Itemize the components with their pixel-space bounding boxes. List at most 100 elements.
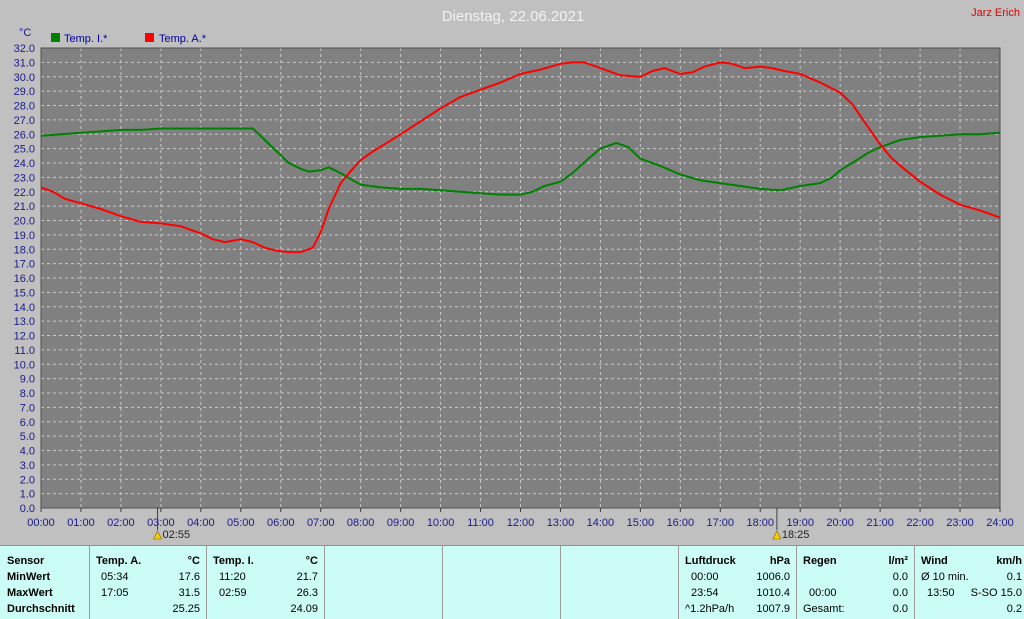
x-tick-label: 04:00 — [187, 517, 215, 529]
stats-wind-header: Wind — [921, 555, 948, 567]
stats-temp-a-max-time: 17:05 — [101, 587, 129, 599]
legend-label-temp-a: Temp. A.* — [159, 33, 207, 45]
stats-wind-last-value: 0.2 — [1006, 603, 1022, 615]
stats-temp-a-unit: °C — [187, 555, 200, 567]
y-tick-label: 22.0 — [14, 187, 35, 199]
y-tick-label: 15.0 — [14, 287, 35, 299]
y-tick-label: 7.0 — [20, 402, 35, 414]
x-tick-label: 16:00 — [667, 517, 695, 529]
y-tick-label: 19.0 — [14, 230, 35, 242]
x-tick-label: 22:00 — [906, 517, 934, 529]
x-tick-label: 10:00 — [427, 517, 455, 529]
y-tick-label: 29.0 — [14, 86, 35, 98]
y-tick-label: 0.0 — [20, 503, 35, 515]
stats-pressure-unit: hPa — [769, 555, 790, 567]
grid — [40, 47, 1001, 509]
stats-temp-i-header: Temp. I. — [213, 555, 254, 567]
stats-rain-row2-value: 0.0 — [892, 571, 908, 583]
x-tick-label: 05:00 — [227, 517, 255, 529]
x-tick-label: 07:00 — [307, 517, 335, 529]
y-tick-label: 23.0 — [14, 172, 35, 184]
stats-col-pressure: Luftdruck hPa 00:00 1006.0 23:54 1010.4 … — [678, 546, 796, 619]
series-lines — [40, 61, 1001, 254]
stats-col-empty-2 — [442, 546, 560, 619]
stats-sensor-header: Sensor — [7, 555, 45, 567]
sunset-icon — [772, 530, 782, 540]
series-line-temp-a — [40, 61, 1001, 254]
x-tick-label: 21:00 — [866, 517, 894, 529]
x-tick-label: 19:00 — [786, 517, 814, 529]
stats-pressure-max-time: 23:54 — [691, 587, 719, 599]
chart: Dienstag, 22.06.2021 Jarz Erich °C Temp.… — [14, 7, 1020, 541]
x-tick-label: 08:00 — [347, 517, 375, 529]
legend-swatch-temp-a — [145, 33, 154, 42]
stats-row-max-label: MaxWert — [7, 587, 53, 599]
y-tick-label: 27.0 — [14, 115, 35, 127]
y-tick-label: 2.0 — [20, 474, 35, 486]
y-tick-label: 5.0 — [20, 431, 35, 443]
x-tick-label: 03:00 — [147, 517, 175, 529]
stats-temp-a-min-value: 17.6 — [178, 571, 200, 583]
stats-rain-total-label: Gesamt: — [803, 603, 845, 615]
y-tick-label: 10.0 — [14, 359, 35, 371]
x-tick-label: 06:00 — [267, 517, 295, 529]
y-tick-label: 3.0 — [20, 460, 35, 472]
stats-pressure-header: Luftdruck — [685, 555, 736, 567]
stats-wind-avg-value: 0.1 — [1006, 571, 1022, 583]
x-tick-label: 09:00 — [387, 517, 415, 529]
stats-temp-i-min-value: 21.7 — [296, 571, 318, 583]
x-tick-label: 01:00 — [67, 517, 95, 529]
stats-wind-unit: km/h — [996, 555, 1022, 567]
stats-pressure-trend-value: 1007.9 — [756, 603, 790, 615]
legend-label-temp-i: Temp. I.* — [64, 33, 108, 45]
y-tick-label: 13.0 — [14, 316, 35, 328]
stats-temp-a-header: Temp. A. — [96, 555, 142, 567]
stats-rain-unit: l/m² — [888, 555, 908, 567]
y-tick-label: 20.0 — [14, 216, 35, 228]
stats-temp-i-min-time: 11:20 — [219, 571, 246, 583]
stats-pressure-trend-label: ^1.2hPa/h — [685, 603, 735, 615]
sun-markers: 02:55 18:25 — [153, 508, 809, 541]
y-tick-label: 9.0 — [20, 374, 35, 386]
y-tick-label: 28.0 — [14, 101, 35, 113]
x-tick-label: 15:00 — [627, 517, 655, 529]
y-tick-label: 26.0 — [14, 129, 35, 141]
chart-title: Dienstag, 22.06.2021 — [442, 8, 585, 25]
x-tick-label: 13:00 — [547, 517, 575, 529]
stats-col-sensor: Sensor MinWert MaxWert Durchschnitt — [0, 546, 89, 619]
y-tick-label: 30.0 — [14, 72, 35, 84]
x-tick-label: 11:00 — [467, 517, 494, 529]
y-axis: 0.0 1.0 2.0 3.0 4.0 5.0 6.0 7.0 8.0 9.0 10.0 11.0 12… — [14, 43, 35, 515]
stats-temp-i-unit: °C — [305, 555, 318, 567]
y-tick-label: 12.0 — [14, 331, 35, 343]
stats-temp-i-avg-value: 24.09 — [290, 603, 318, 615]
y-tick-label: 8.0 — [20, 388, 35, 400]
y-tick-label: 1.0 — [20, 489, 35, 501]
stats-row-avg-label: Durchschnitt — [7, 603, 75, 615]
y-tick-label: 32.0 — [14, 43, 35, 55]
stats-pressure-min-value: 1006.0 — [756, 571, 790, 583]
stats-temp-a-max-value: 31.5 — [178, 587, 200, 599]
stats-col-temp-a: Temp. A. °C 05:34 17.6 17:05 31.5 25.25 — [89, 546, 206, 619]
y-tick-label: 18.0 — [14, 244, 35, 256]
y-tick-label: 11.0 — [14, 345, 35, 357]
series-line-temp-i — [40, 127, 1001, 196]
y-tick-label: 14.0 — [14, 302, 35, 314]
y-tick-label: 17.0 — [14, 259, 35, 271]
stats-wind-avg-label: Ø 10 min. — [921, 571, 969, 583]
stats-pressure-min-time: 00:00 — [691, 571, 719, 583]
x-tick-label: 14:00 — [587, 517, 615, 529]
stats-panel: Sensor MinWert MaxWert Durchschnitt Temp… — [0, 545, 1024, 619]
stats-wind-max-time: 13:50 — [927, 587, 955, 599]
stats-rain-row3-time: 00:00 — [809, 587, 837, 599]
stats-col-temp-i: Temp. I. °C 11:20 21.7 02:59 26.3 24.09 — [206, 546, 324, 619]
x-tick-label: 18:00 — [746, 517, 774, 529]
x-axis: 00:00 01:00 02:00 03:00 04:00 05:00 06:00 07:00… — [27, 508, 1014, 529]
x-tick-label: 20:00 — [826, 517, 854, 529]
author-label: Jarz Erich — [971, 7, 1020, 19]
stats-wind-max-value: S-SO 15.0 — [970, 587, 1022, 599]
stats-temp-a-min-time: 05:34 — [101, 571, 129, 583]
y-tick-label: 24.0 — [14, 158, 35, 170]
legend: Temp. I.* Temp. A.* — [51, 33, 207, 45]
stats-col-empty-1 — [324, 546, 442, 619]
